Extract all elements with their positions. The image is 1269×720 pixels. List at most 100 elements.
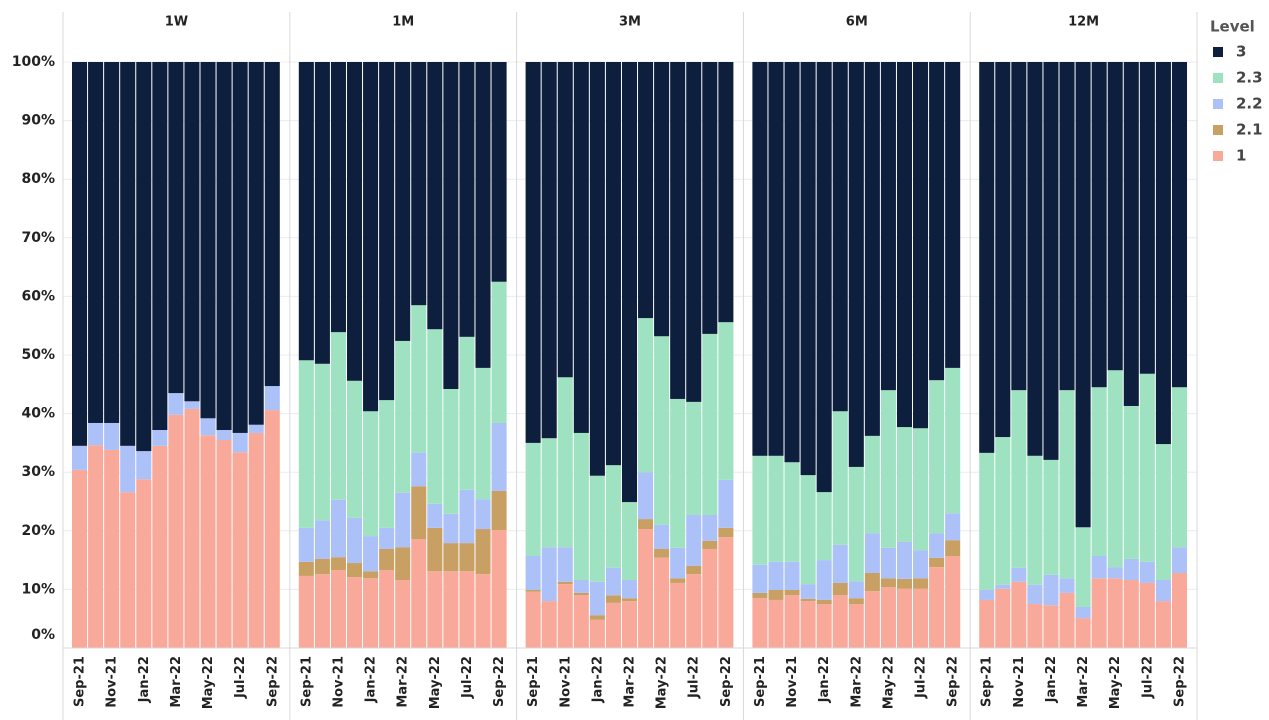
bar-segment xyxy=(638,472,654,520)
x-tick-label: Sep-22 xyxy=(492,656,507,707)
facet-title: 3M xyxy=(619,15,641,30)
bar-segment xyxy=(880,587,896,648)
bar-segment xyxy=(945,62,961,368)
bar-segment xyxy=(621,502,638,581)
bar-segment xyxy=(621,601,638,648)
bar-segment xyxy=(314,363,330,521)
bar-segment xyxy=(541,601,557,648)
bar-segment xyxy=(557,581,573,585)
bar-segment xyxy=(702,548,718,648)
bar-segment xyxy=(896,427,913,542)
bar-segment xyxy=(752,62,768,456)
bar-segment xyxy=(248,432,264,648)
y-tick-label: 60% xyxy=(21,288,55,304)
bar-segment xyxy=(864,533,880,573)
bar-segment xyxy=(557,377,573,548)
bar-segment xyxy=(1043,62,1059,460)
bar-segment xyxy=(832,595,848,648)
legend-label: 2.3 xyxy=(1236,69,1263,87)
bar-segment xyxy=(1107,567,1123,579)
bar-segment xyxy=(298,360,314,528)
bar-segment xyxy=(1171,572,1187,648)
bar-segment xyxy=(768,599,784,648)
bar-segment xyxy=(443,513,459,544)
bar-segment xyxy=(1107,578,1123,648)
bar-segment xyxy=(459,62,475,337)
bar-segment xyxy=(491,281,507,423)
legend-label: 2.2 xyxy=(1236,95,1263,113)
bar-segment xyxy=(184,408,200,648)
bar-segment xyxy=(718,537,734,648)
bar-segment xyxy=(1139,561,1155,583)
bar-segment xyxy=(88,422,104,446)
bar-segment xyxy=(184,62,200,402)
x-tick-label: Sep-22 xyxy=(1172,656,1187,707)
bar-segment xyxy=(896,578,913,589)
y-tick-label: 40% xyxy=(21,406,55,422)
bar-segment xyxy=(686,574,702,648)
bar-segment xyxy=(411,305,427,453)
bar-segment xyxy=(379,570,395,648)
bar-segment xyxy=(1027,455,1043,585)
bar-segment xyxy=(880,62,896,391)
bar-segment xyxy=(864,435,880,534)
x-tick-label: Mar-22 xyxy=(1076,656,1091,708)
bar-segment xyxy=(1123,62,1139,406)
bar-segment xyxy=(557,62,573,378)
bar-segment xyxy=(459,543,475,572)
facet-title: 1M xyxy=(392,15,414,30)
bar-segment xyxy=(475,529,491,575)
bar-segment xyxy=(896,541,913,579)
bar-segment xyxy=(573,595,589,648)
bar-segment xyxy=(216,430,232,440)
bar-segment xyxy=(718,322,734,480)
bar-segment xyxy=(363,411,379,537)
bar-segment xyxy=(638,529,654,648)
bar-segment xyxy=(491,422,507,491)
bar-segment xyxy=(848,62,864,467)
bar-segment xyxy=(752,592,768,599)
bar-segment xyxy=(832,582,848,596)
bar-segment xyxy=(168,414,184,648)
bar-segment xyxy=(459,571,475,648)
x-tick-label: Sep-21 xyxy=(980,656,995,707)
legend-title: Level xyxy=(1210,18,1255,36)
y-tick-label: 80% xyxy=(21,171,55,187)
bar-segment xyxy=(929,380,945,534)
bar-segment xyxy=(491,530,507,648)
bar-segment xyxy=(718,479,734,528)
bar-segment xyxy=(1123,405,1139,559)
x-tick-label: Sep-22 xyxy=(719,656,734,707)
bar-segment xyxy=(525,589,541,592)
bar-segment xyxy=(168,62,184,394)
bar-segment xyxy=(654,336,670,525)
y-tick-label: 100% xyxy=(12,54,55,70)
bar-segment xyxy=(346,380,363,518)
bar-segment xyxy=(654,548,670,558)
bar-segment xyxy=(379,527,395,549)
bar-segment xyxy=(298,561,314,576)
bar-segment xyxy=(800,475,816,585)
bar-segment xyxy=(1155,601,1171,648)
bar-segment xyxy=(832,62,848,412)
bar-segment xyxy=(995,584,1011,589)
bar-segment xyxy=(752,598,768,648)
bar-segment xyxy=(427,329,443,504)
bar-segment xyxy=(784,595,800,648)
bar-segment xyxy=(104,422,120,450)
bar-segment xyxy=(411,452,427,487)
bar-segment xyxy=(200,62,216,419)
bar-segment xyxy=(363,571,379,579)
bar-segment xyxy=(475,367,491,500)
bar-segment xyxy=(1091,62,1107,388)
bar-segment xyxy=(702,540,718,549)
bar-segment xyxy=(411,486,427,540)
bar-segment xyxy=(686,565,702,575)
bar-segment xyxy=(605,602,621,648)
bar-segment xyxy=(896,588,913,648)
bar-segment xyxy=(832,544,848,583)
x-tick-label: Sep-22 xyxy=(946,656,961,707)
bar-segment xyxy=(346,62,363,381)
bar-segment xyxy=(395,492,411,548)
bar-segment xyxy=(929,557,945,568)
